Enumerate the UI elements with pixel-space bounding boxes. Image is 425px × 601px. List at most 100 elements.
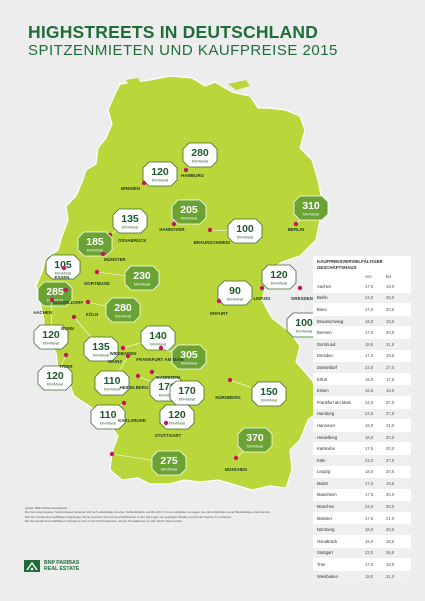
row-von: 17,5 (365, 492, 374, 498)
city-dot (149, 369, 155, 375)
badge-value: 170 (178, 385, 196, 397)
value-badge (151, 450, 187, 476)
value-badge (182, 142, 218, 168)
city-dot (141, 180, 147, 186)
row-city: Bremen (317, 330, 332, 336)
value-badge (251, 381, 287, 407)
row-city: Bonn (317, 306, 327, 312)
row-bis: 21,0 (386, 422, 395, 428)
city-label: STUTTGART (155, 433, 182, 438)
badge-value: 100 (236, 223, 254, 235)
badge-value: 120 (270, 269, 288, 281)
table-row: Trier 17,0 19,0 (313, 558, 411, 570)
table-row: Frankfurt am Main 22,0 27,0 (313, 395, 411, 408)
city-dot (85, 299, 91, 305)
city-label: MANNHEIM (156, 375, 180, 380)
row-bis: 27,0 (386, 364, 395, 370)
row-von: 16,0 (365, 538, 374, 544)
badge-unit: €/m²/Monat (247, 445, 263, 449)
city-dot (71, 314, 77, 320)
source-line-1: Quelle: BNP Paribas Real Estate (25, 506, 68, 510)
value-badge (171, 199, 207, 225)
city-label: LEIPZIG (253, 296, 271, 301)
table-row: Hannover 19,0 21,0 (313, 419, 411, 431)
row-city: Frankfurt am Main (317, 399, 351, 405)
row-bis: 26,5 (386, 550, 395, 556)
source-notes: Quelle: BNP Paribas Real Estate Die hier… (25, 506, 307, 524)
city-label: HEIDELBERG (120, 385, 149, 390)
row-von: 22,5 (365, 411, 374, 417)
row-bis: 18,5 (386, 318, 395, 324)
table-row: Düsseldorf 22,0 27,0 (313, 361, 411, 373)
value-badge (112, 208, 148, 234)
logo-line-2: REAL ESTATE (44, 566, 80, 572)
badge-unit: €/m²/Monat (179, 398, 195, 402)
city-marker: 140€/m²/Monat WIESBADEN (110, 325, 176, 356)
city-label: ERFURT (210, 311, 228, 316)
city-label: WIESBADEN (110, 351, 137, 356)
city-dot (259, 285, 265, 291)
row-bis: 21,5 (386, 341, 395, 347)
badge-unit: €/m²/Monat (43, 342, 59, 346)
source-line-4: Bei den Kaufpreisvervielfältigern handel… (25, 519, 183, 524)
badge-unit: €/m²/Monat (150, 343, 166, 347)
value-badge (105, 297, 141, 323)
title-line-2: SPITZENMIETEN UND KAUFPREISE 2015 (28, 42, 338, 59)
badge-unit: €/m²/Monat (152, 179, 168, 183)
table-row: Berlin 23,0 28,0 (313, 291, 411, 304)
column-city (317, 274, 365, 279)
table-row: Aachen 17,0 19,0 (313, 280, 411, 292)
row-bis: 18,0 (386, 538, 395, 544)
badge-unit: €/m²/Monat (303, 213, 319, 217)
column-bis: bis (386, 274, 392, 279)
row-bis: 28,0 (386, 295, 395, 301)
row-von: 23,0 (365, 295, 374, 301)
badge-unit: €/m²/Monat (159, 394, 175, 398)
row-bis: 20,0 (386, 434, 395, 440)
row-city: Nürnberg (317, 527, 335, 533)
row-city: Essen (317, 388, 329, 394)
row-von: 16,5 (365, 388, 374, 394)
city-label: HAMBURG (181, 173, 205, 178)
city-marker: 370€/m²/Monat MÜNCHEN (225, 427, 273, 472)
row-city: Hamburg (317, 411, 335, 417)
row-bis: 19,0 (386, 388, 395, 394)
badge-value: 150 (260, 386, 278, 398)
price-multiplier-table: KAUFPREISVERVIELFÄLTIGER GESCHÄFTSHAUS v… (313, 256, 411, 582)
city-marker: 310€/m²/Monat BERLIN (288, 195, 329, 232)
city-label: BONN (61, 326, 74, 331)
row-bis: 21,0 (386, 573, 395, 579)
city-marker: 135€/m²/Monat OSNABRÜCK (107, 208, 148, 243)
value-badge (83, 336, 119, 362)
value-badge (124, 265, 160, 291)
city-label: BREMEN (121, 186, 140, 191)
row-bis: 30,0 (386, 504, 395, 510)
city-marker: 100€/m²/Monat BRAUNSCHWEIG (194, 218, 263, 245)
badge-unit: €/m²/Monat (181, 362, 197, 366)
city-marker: 170€/m²/Monat MANNHEIM (149, 369, 205, 406)
city-marker: 135€/m²/Monat BONN (61, 314, 119, 362)
badge-value: 120 (151, 166, 169, 178)
value-badge (227, 218, 263, 244)
city-label: TRIER (59, 364, 73, 369)
badge-unit: €/m²/Monat (122, 226, 138, 230)
value-badge (237, 427, 273, 453)
badge-value: 105 (54, 259, 72, 271)
row-bis: 21,0 (386, 515, 395, 521)
row-bis: 19,0 (386, 562, 395, 568)
table-row: Bonn 17,5 20,0 (313, 303, 411, 315)
row-bis: 20,0 (386, 306, 395, 312)
value-badge (94, 370, 130, 396)
badge-value: 140 (149, 330, 167, 342)
coast-island (126, 78, 140, 84)
value-badge (37, 365, 73, 391)
table-row: Dresden 17,0 19,5 (313, 349, 411, 362)
row-bis: 17,0 (386, 376, 395, 382)
row-city: Trier (317, 562, 326, 568)
source-line-3: Die dem Kaufpreisvervielfältiger beigefü… (25, 514, 233, 519)
row-von: 17,0 (365, 562, 374, 568)
